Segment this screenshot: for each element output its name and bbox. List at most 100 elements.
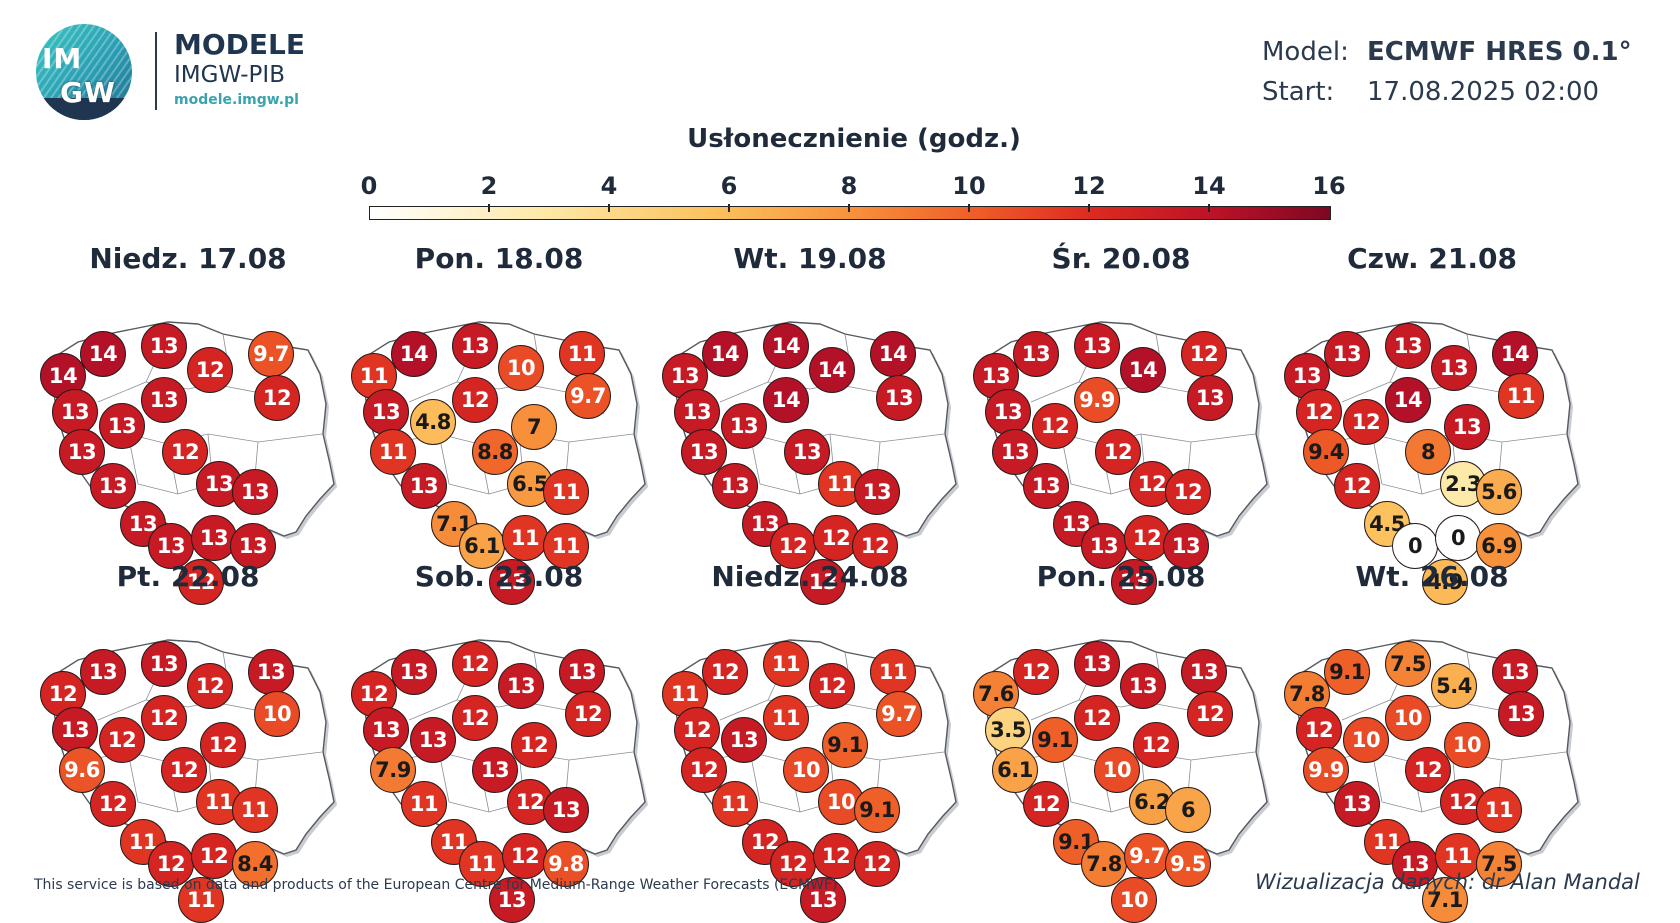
start-label: Start: [1262,77,1335,107]
sunshine-value-marker: 6.2 [1129,779,1175,825]
sunshine-value-marker: 9.1 [822,722,868,768]
panel-day-title: Śr. 20.08 [1051,242,1191,275]
sunshine-value-marker: 13 [1074,323,1120,369]
voivodeship-border [408,699,458,721]
legend-title: Usłonecznienie (godz.) [687,124,1021,154]
sunshine-value-marker: 12 [187,663,233,709]
sunshine-value-marker: 12 [161,747,207,793]
sunshine-value-marker: 13 [52,707,98,753]
sunshine-value-marker: 13 [992,429,1038,475]
sunshine-value-marker: 13 [1334,781,1380,827]
sunshine-value-marker: 6.9 [1476,523,1522,569]
sunshine-value-marker: 12 [511,722,557,768]
sunshine-value-marker: 12 [452,641,498,687]
sunshine-value-marker: 12 [813,833,859,879]
sunshine-value-marker: 13 [712,463,758,509]
sunshine-value-marker: 13 [472,747,518,793]
panel-day-title: Pon. 25.08 [1036,560,1206,593]
sunshine-value-marker: 9.7 [248,331,294,377]
sunshine-value-marker: 14 [80,331,126,377]
legend-tick-mark [968,204,970,212]
sunshine-value-marker: 13 [1385,323,1431,369]
sunshine-value-marker: 13 [232,469,278,515]
logo-text-top: IM [42,42,83,75]
sunshine-value-marker: 13 [1081,523,1127,569]
voivodeship-border [408,381,458,403]
sunshine-value-marker: 11 [559,331,605,377]
forecast-panel: Pon. 25.08 7.6 12 13 13 13 12 3.5 9.1 12 12 6.1 10 12… [971,560,1271,923]
sunshine-value-marker: 12 [1187,691,1233,737]
sunshine-value-marker: 13 [1392,841,1438,887]
sunshine-value-marker: 14 [1492,331,1538,377]
footer-credit: Wizualizacja danych: dr Alan Mandal [1255,870,1640,894]
sunshine-value-marker: 9.7 [565,373,611,419]
forecast-panel: Czw. 21.08 13 13 13 13 14 11 12 12 14 13 9.4 8 12 2.3 5… [1282,242,1582,605]
sunshine-value-marker: 11 [870,649,916,695]
sunshine-value-marker: 14 [1120,347,1166,393]
imgw-logo[interactable]: IM GW [36,24,132,120]
sunshine-value-marker: 12 [813,515,859,561]
sunshine-value-marker: 12 [854,841,900,887]
sunshine-value-marker: 13 [1187,375,1233,421]
sunshine-value-marker: 12 [1165,469,1211,515]
sunshine-value-marker: 13 [498,663,544,709]
legend-tick-label: 8 [840,172,858,200]
sunshine-value-marker: 12 [1334,463,1380,509]
voivodeship-border [97,699,147,721]
sunshine-value-marker: 11 [543,523,589,569]
legend-tick-mark [1208,204,1210,212]
sunshine-value-marker: 13 [1013,331,1059,377]
sunshine-value-marker: 7 [511,404,557,450]
voivodeship-border [1030,699,1080,721]
sunshine-value-marker: 14 [763,377,809,423]
sunshine-value-marker: 13 [141,641,187,687]
sunshine-value-marker: 12 [90,781,136,827]
panel-day-title: Niedz. 17.08 [89,242,287,275]
sunshine-value-marker: 8.8 [472,429,518,475]
footer-attribution: This service is based on data and produc… [34,877,838,893]
sunshine-value-marker: 13 [681,429,727,475]
sunshine-value-marker: 13 [721,403,767,449]
sunshine-value-marker: 14 [1385,377,1431,423]
sunshine-value-marker: 0 [1392,523,1438,569]
brand-url-link[interactable]: modele.imgw.pl [174,92,299,108]
sunshine-value-marker: 4.9 [1422,559,1468,605]
sunshine-value-marker: 12 [178,559,224,605]
sunshine-value-marker: 13 [784,429,830,475]
sunshine-value-marker: 12 [254,375,300,421]
sunshine-value-marker: 12 [674,707,720,753]
sunshine-value-marker: 14 [809,347,855,393]
sunshine-value-marker: 9.6 [59,747,105,793]
sunshine-value-marker: 7.1 [431,501,477,547]
sunshine-value-marker: 13 [230,523,276,569]
sunshine-value-marker: 12 [1343,399,1389,445]
sunshine-value-marker: 11 [543,469,589,515]
sunshine-value-marker: 9.1 [1324,649,1370,695]
forecast-panel: Wt. 19.08 13 14 14 14 14 13 13 14 13 13 13 13 11 13 13 1… [660,242,960,605]
voivodeship-border [1341,381,1391,403]
sunshine-value-marker: 13 [1431,345,1477,391]
legend-color-bar [369,206,1331,220]
sunshine-value-marker: 13 [489,559,535,605]
sunshine-value-marker: 5.4 [1431,663,1477,709]
sunshine-value-marker: 12 [1095,429,1141,475]
sunshine-value-marker: 14 [702,331,748,377]
sunshine-value-marker: 13 [90,463,136,509]
sunshine-value-marker: 13 [1324,331,1370,377]
panel-day-title: Pt. 22.08 [116,560,260,593]
forecast-panel: Niedz. 24.08 11 12 11 12 11 9.7 12 13 11 9.1 12 10 11… [660,560,960,923]
legend-tick-label: 4 [600,172,618,200]
forecast-panel: Wt. 26.08 7.8 9.1 7.5 5.4 13 13 12 10 10 10 9.9 12 13… [1282,560,1582,923]
sunshine-value-marker: 12 [187,347,233,393]
sunshine-value-marker: 12 [1405,747,1451,793]
sunshine-value-marker: 3.5 [985,707,1031,753]
sunshine-value-marker: 13 [401,463,447,509]
sunshine-value-marker: 13 [363,389,409,435]
legend-tick-mark [1088,204,1090,212]
voivodeship-border [1341,699,1391,721]
voivodeship-border [719,381,769,403]
sunshine-value-marker: 8.4 [232,841,278,887]
legend-tick-mark [488,204,490,212]
voivodeship-border [97,381,147,403]
sunshine-value-marker: 10 [1111,877,1157,923]
